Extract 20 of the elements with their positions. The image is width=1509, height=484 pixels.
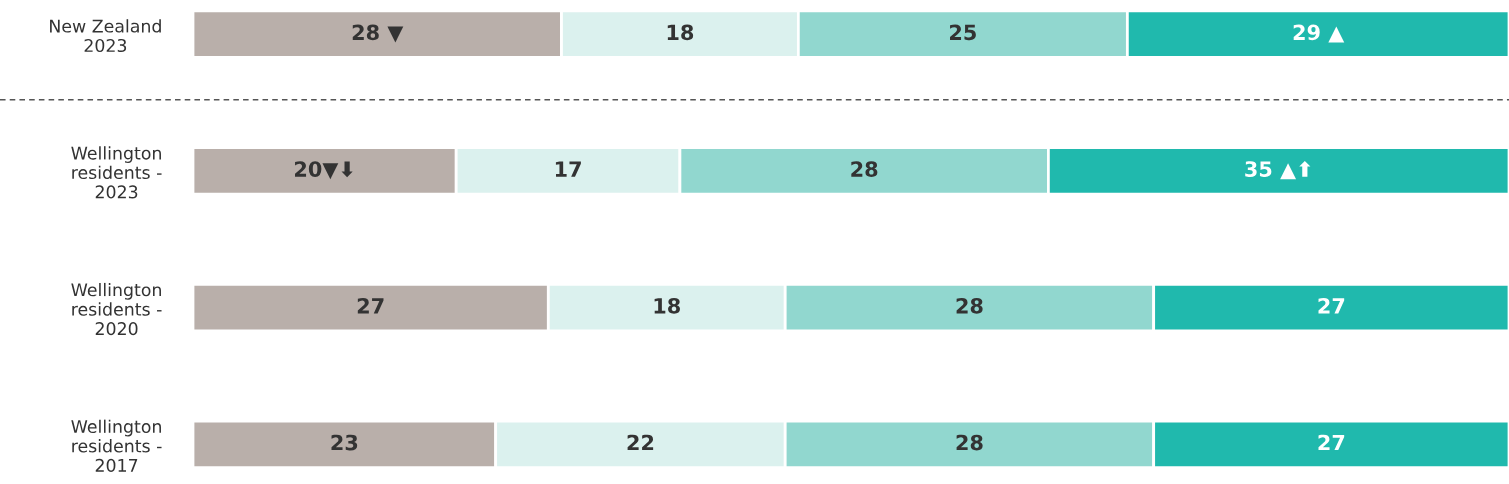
y-tick-label: New Zealand 2023 [50,19,161,53]
data-label: 20▼⬇ [295,161,353,180]
data-label: 17 [555,161,581,177]
data-label: 22 [627,434,654,451]
data-label: 27 [357,297,384,314]
data-label: 28 ▼ [352,24,404,43]
data-label: 28 [956,297,983,314]
y-tick-label: Wellington residents - 2017 [71,419,162,472]
data-label: 35 ▲⬆ [1245,160,1311,180]
data-label: 18 [654,297,680,314]
data-label: 25 [950,24,976,41]
data-label: 29 ▲ [1293,24,1345,43]
data-label: 27 [1318,434,1345,451]
data-label: 28 [956,434,983,451]
data-label: 28 [851,161,878,177]
data-label: 18 [667,24,694,41]
y-tick-label: Wellington residents - 2020 [71,282,162,336]
data-label: 27 [1318,297,1345,314]
y-tick-label: Wellington residents - 2023 [71,146,162,199]
data-label: 23 [331,434,358,451]
